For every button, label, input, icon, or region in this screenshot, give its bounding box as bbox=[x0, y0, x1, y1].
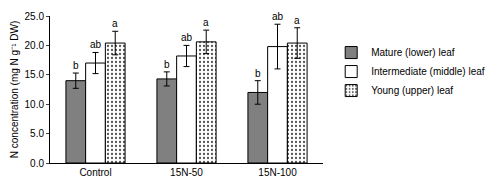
svg-text:ab: ab bbox=[90, 39, 102, 50]
svg-text:10.0: 10.0 bbox=[25, 99, 45, 110]
svg-text:b: b bbox=[164, 59, 170, 70]
svg-text:a: a bbox=[294, 15, 300, 26]
svg-text:a: a bbox=[112, 18, 118, 29]
svg-text:a: a bbox=[203, 17, 209, 28]
svg-text:0.0: 0.0 bbox=[30, 158, 44, 169]
svg-text:Mature (lower) leaf: Mature (lower) leaf bbox=[371, 47, 455, 58]
svg-text:5.0: 5.0 bbox=[30, 128, 44, 139]
svg-text:N concentration (mg N g⁻¹ DW): N concentration (mg N g⁻¹ DW) bbox=[9, 21, 20, 158]
svg-text:Intermediate (middle) leaf: Intermediate (middle) leaf bbox=[371, 66, 485, 77]
svg-text:Control: Control bbox=[79, 167, 111, 178]
svg-text:20.0: 20.0 bbox=[25, 40, 45, 51]
svg-text:15N-100: 15N-100 bbox=[258, 167, 297, 178]
svg-text:Young (upper) leaf: Young (upper) leaf bbox=[371, 85, 453, 96]
svg-text:25.0: 25.0 bbox=[25, 11, 45, 22]
svg-text:ab: ab bbox=[181, 32, 193, 43]
svg-text:b: b bbox=[255, 68, 261, 79]
svg-text:ab: ab bbox=[272, 11, 284, 22]
svg-text:15N-50: 15N-50 bbox=[170, 167, 203, 178]
svg-text:15.0: 15.0 bbox=[25, 69, 45, 80]
svg-text:b: b bbox=[73, 60, 79, 71]
